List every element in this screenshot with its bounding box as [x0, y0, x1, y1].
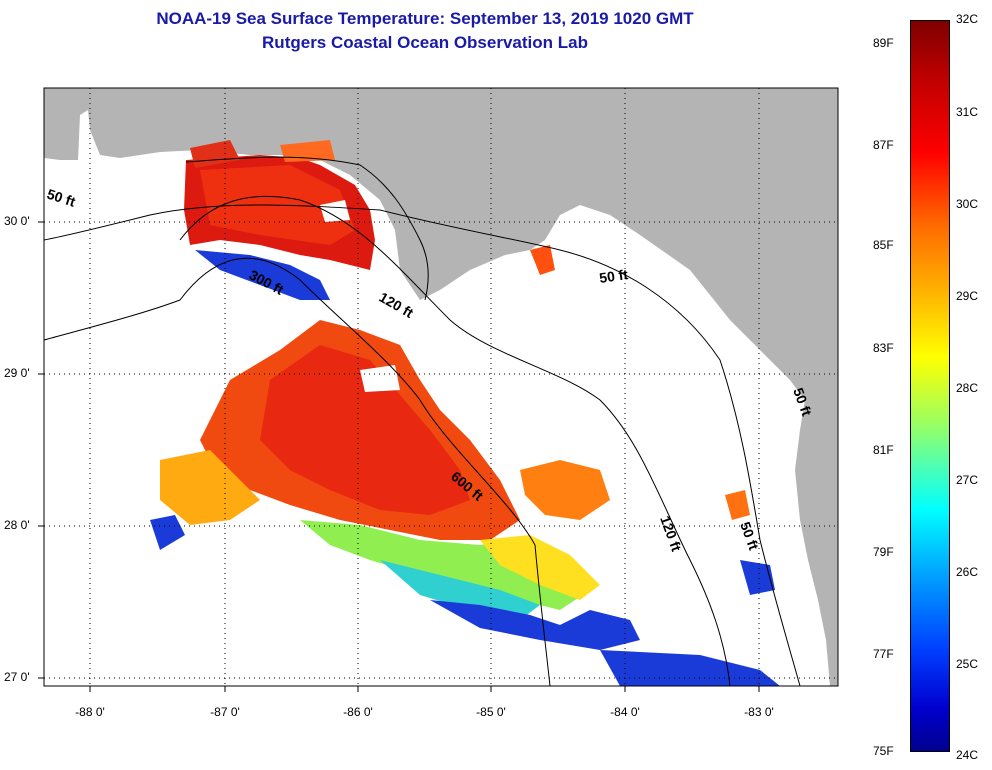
celsius-label: 26C [956, 565, 979, 579]
celsius-label: 28C [956, 381, 979, 395]
map-subtitle: Rutgers Coastal Ocean Observation Lab [262, 33, 588, 52]
lon-label: -84 0' [610, 705, 640, 719]
celsius-label: 25C [956, 657, 979, 671]
celsius-label: 29C [956, 289, 979, 303]
lon-label: -88 0' [75, 705, 105, 719]
map-title: NOAA-19 Sea Surface Temperature: Septemb… [156, 9, 694, 28]
fahrenheit-label: 89F [873, 36, 894, 50]
fahrenheit-label: 85F [873, 238, 894, 252]
land-mass [44, 88, 838, 686]
contour-120ft [179, 195, 731, 686]
celsius-label: 27C [956, 473, 979, 487]
color-scale-bar [910, 20, 950, 752]
fahrenheit-label: 83F [873, 341, 894, 355]
lat-label: 27 0' [4, 670, 30, 684]
lon-label: -85 0' [476, 705, 506, 719]
lat-label: 30 0' [4, 214, 30, 228]
fahrenheit-label: 81F [873, 443, 894, 457]
fahrenheit-label: 79F [873, 545, 894, 559]
fahrenheit-label: 87F [873, 138, 894, 152]
celsius-label: 32C [956, 12, 979, 26]
fahrenheit-label: 77F [873, 647, 894, 661]
lat-label: 29 0' [4, 366, 30, 380]
lon-label: -86 0' [343, 705, 373, 719]
fahrenheit-label: 75F [873, 744, 894, 758]
lat-label: 28 0' [4, 518, 30, 532]
contour-300ft [44, 257, 551, 686]
contour-50ft [44, 204, 801, 686]
celsius-label: 31C [956, 105, 979, 119]
contour-label: 50 ft [598, 266, 629, 286]
sst-data [150, 140, 780, 686]
lon-label: -83 0' [744, 705, 774, 719]
celsius-label: 24C [956, 748, 979, 762]
celsius-label: 30C [956, 197, 979, 211]
lon-label: -87 0' [210, 705, 240, 719]
